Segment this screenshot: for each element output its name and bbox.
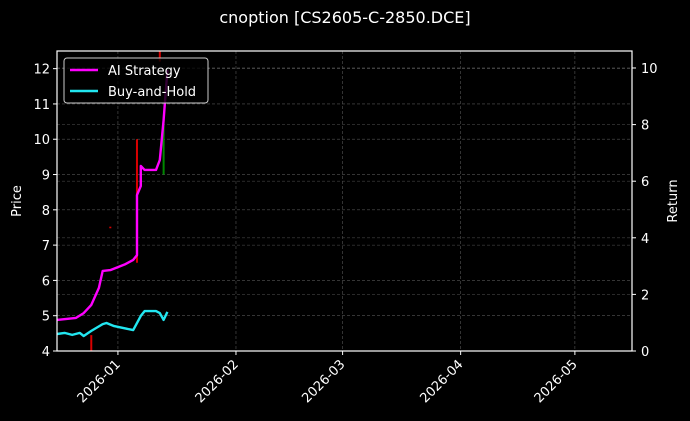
x-tick-label: 2026-05: [532, 357, 581, 406]
chart-title: cnoption [CS2605-C-2850.DCE]: [219, 8, 471, 27]
y-right-tick-label: 10: [641, 62, 658, 77]
y-axis-right-label: Return: [666, 179, 681, 222]
y-left-tick-label: 8: [42, 204, 50, 219]
x-tick-label: 2026-02: [193, 357, 242, 406]
y-right-tick-label: 2: [641, 288, 649, 303]
x-tick-label: 2026-01: [75, 357, 124, 406]
series-line-ai-strategy: [56, 69, 169, 322]
legend-label: AI Strategy: [108, 64, 181, 79]
plot-frame: [56, 50, 633, 352]
y-left-tick-label: 12: [33, 63, 50, 78]
y-left-tick-label: 4: [42, 345, 50, 360]
y-left-tick-label: 6: [42, 274, 50, 289]
y-axis-right: 0 2 4 6 8 10: [632, 62, 658, 360]
series-lines: [56, 69, 169, 338]
y-right-tick-label: 6: [641, 175, 649, 190]
y-left-tick-label: 10: [33, 133, 50, 148]
y-left-tick-label: 11: [33, 98, 50, 113]
y-left-tick-label: 7: [42, 239, 50, 254]
y-axis-left: 4 5 6 7 8 9 10 11 12: [33, 63, 57, 360]
y-left-tick-label: 5: [42, 310, 50, 325]
legend: AI Strategy Buy-and-Hold: [63, 57, 209, 104]
y-right-tick-label: 8: [641, 119, 649, 134]
x-axis: 2026-01 2026-02 2026-03 2026-04 2026-05: [75, 351, 581, 406]
x-tick-label: 2026-03: [299, 357, 348, 406]
legend-box: [63, 57, 209, 104]
y-left-tick-label: 9: [42, 169, 50, 184]
y-right-tick-label: 0: [641, 345, 649, 360]
y-axis-left-label: Price: [10, 185, 25, 217]
series-line-buy-and-hold: [56, 309, 169, 338]
x-tick-label: 2026-04: [417, 357, 466, 406]
y-right-tick-label: 4: [641, 232, 649, 247]
legend-label: Buy-and-Hold: [108, 85, 196, 100]
